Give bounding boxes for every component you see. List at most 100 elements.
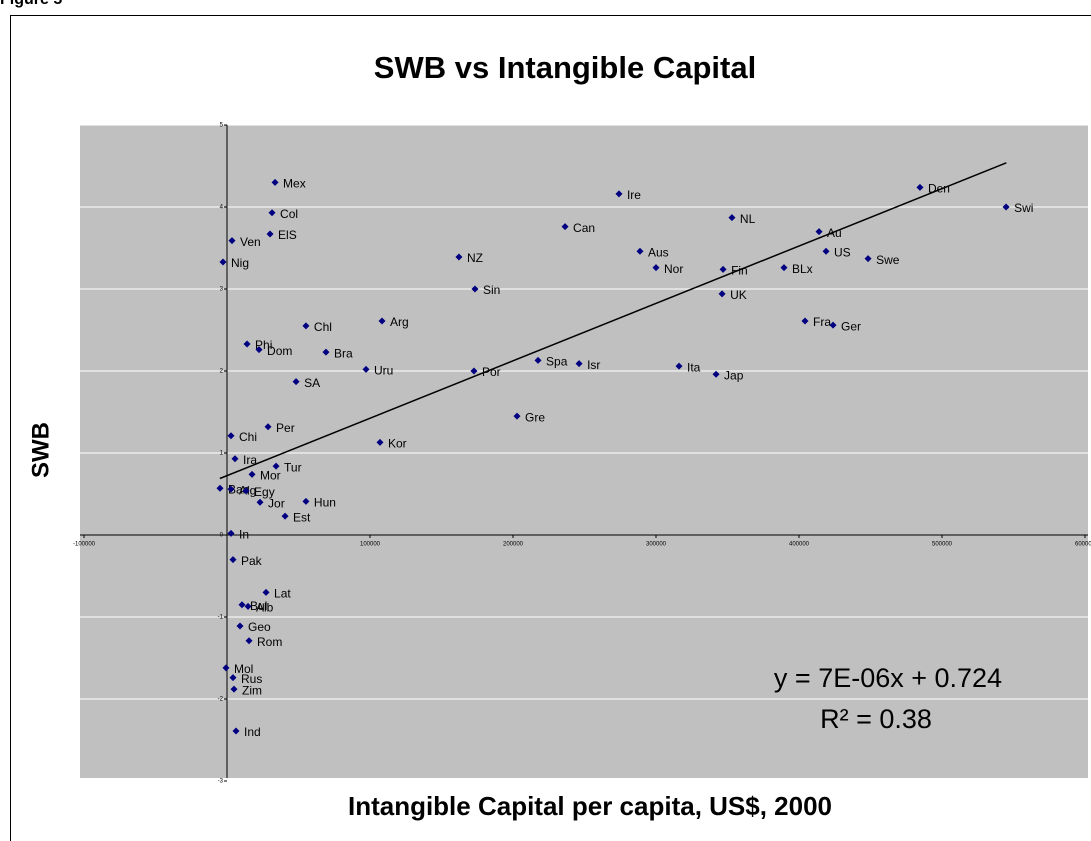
marker	[243, 340, 251, 348]
marker	[822, 247, 830, 255]
marker	[219, 258, 227, 266]
point-label: Bul	[250, 599, 267, 613]
y-tick-label: -2	[218, 697, 224, 703]
marker	[255, 346, 263, 354]
marker	[1002, 203, 1010, 211]
point-label: Zim	[242, 683, 262, 697]
marker	[534, 356, 542, 364]
y-tick-label: 2	[220, 369, 224, 375]
point-label: BLx	[792, 262, 813, 276]
marker	[242, 487, 250, 495]
r-squared: R² = 0.38	[820, 704, 932, 734]
y-tick-label: 1	[220, 451, 224, 457]
marker	[815, 228, 823, 236]
marker	[728, 214, 736, 222]
point-label: Lat	[274, 587, 291, 601]
point-label: Can	[573, 221, 595, 235]
marker	[256, 498, 264, 506]
point-label: Mol	[234, 662, 253, 676]
point-label: Ban	[228, 482, 249, 496]
point-label: Egy	[254, 485, 275, 499]
marker	[227, 529, 235, 537]
point-label: Swe	[876, 253, 900, 267]
marker	[362, 365, 370, 373]
marker	[302, 497, 310, 505]
marker	[719, 265, 727, 273]
marker	[652, 264, 660, 272]
marker	[272, 462, 280, 470]
point-label: Ven	[240, 235, 261, 249]
marker	[229, 556, 237, 564]
x-tick-label: -100000	[73, 542, 96, 548]
marker	[228, 237, 236, 245]
marker	[376, 438, 384, 446]
point-label: Alb	[256, 601, 274, 615]
point-label: Jor	[268, 496, 285, 510]
marker	[636, 247, 644, 255]
point-label: Mor	[260, 468, 281, 482]
point-label: Ira	[243, 453, 257, 467]
point-label: Aus	[648, 245, 669, 259]
point-label: Jap	[724, 368, 744, 382]
x-tick-label: 100000	[360, 542, 381, 548]
plot-area	[80, 125, 1088, 778]
marker	[236, 622, 244, 630]
marker	[230, 685, 238, 693]
marker	[292, 378, 300, 386]
point-label: Gre	[525, 410, 545, 424]
point-label: Uru	[374, 364, 393, 378]
marker	[264, 423, 272, 431]
marker	[712, 370, 720, 378]
point-label: NL	[740, 212, 756, 226]
x-tick-label: 300000	[646, 542, 667, 548]
marker	[231, 455, 239, 463]
point-label: Nor	[664, 262, 683, 276]
point-label: Sin	[483, 283, 500, 297]
marker	[471, 285, 479, 293]
marker	[222, 664, 230, 672]
x-tick-label: 400000	[789, 542, 810, 548]
point-label: Spa	[546, 355, 568, 369]
marker	[238, 601, 246, 609]
point-label: Fra	[813, 315, 831, 329]
marker	[262, 588, 270, 596]
marker	[302, 322, 310, 330]
point-label: Est	[293, 510, 311, 524]
marker	[248, 470, 256, 478]
point-label: Bra	[334, 346, 353, 360]
point-label: Ita	[687, 360, 701, 374]
point-label: Tur	[284, 460, 302, 474]
marker	[245, 637, 253, 645]
marker	[281, 512, 289, 520]
marker	[561, 223, 569, 231]
marker	[271, 178, 279, 186]
marker	[718, 290, 726, 298]
y-tick-label: -3	[218, 779, 224, 785]
point-label: ElS	[278, 228, 297, 242]
y-tick-label: -1	[218, 615, 224, 621]
point-label: US	[834, 245, 851, 259]
marker	[266, 230, 274, 238]
point-label: UK	[730, 288, 747, 302]
point-label: Ger	[841, 319, 861, 333]
marker	[216, 484, 224, 492]
point-label: Rom	[257, 635, 282, 649]
point-label: Mex	[283, 177, 306, 191]
point-label: SA	[304, 376, 320, 390]
frame	[10, 15, 1091, 841]
marker	[232, 727, 240, 735]
point-label: Dom	[267, 344, 292, 358]
marker	[268, 209, 276, 217]
point-label: Pak	[241, 554, 263, 568]
y-tick-label: 0	[220, 533, 224, 539]
point-label: Geo	[248, 620, 271, 634]
point-label: Ire	[627, 188, 641, 202]
point-label: Kor	[388, 437, 407, 451]
x-axis-label: Intangible Capital per capita, US$, 2000	[348, 791, 832, 821]
point-label: Per	[276, 421, 295, 435]
marker	[244, 602, 252, 610]
y-tick-label: 3	[220, 287, 224, 293]
point-label: Hun	[314, 496, 336, 510]
marker	[470, 367, 478, 375]
